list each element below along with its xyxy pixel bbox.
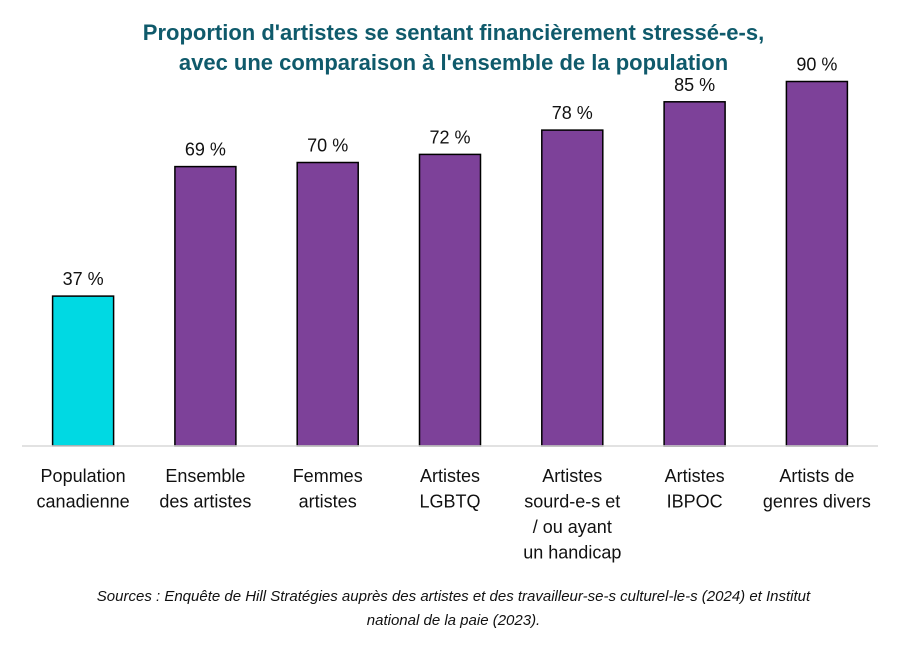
chart-title: Proportion d'artistes se sentant financi… <box>0 18 907 78</box>
source-line-2: national de la paie (2023). <box>366 612 541 629</box>
chart-title-line-1: Proportion d'artistes se sentant financi… <box>142 20 765 45</box>
bar-5 <box>541 129 604 447</box>
value-label-6: 85 % <box>674 75 715 95</box>
category-label-4: Artistes LGBTQ <box>419 466 480 512</box>
bar-3 <box>296 161 359 447</box>
chart-source: Sources : Enquête de Hill Stratégies aup… <box>20 585 887 633</box>
category-label-3: Femmes artistes <box>293 466 363 512</box>
value-label-1: 37 % <box>63 269 104 289</box>
value-label-4: 72 % <box>429 127 470 147</box>
value-label-3: 70 % <box>307 136 348 156</box>
category-label-5: Artistes sourd-e-s et / ou ayant un handica… <box>523 466 621 563</box>
category-label-6: Artistes IBPOC <box>665 466 725 512</box>
chart-title-line-2: avec une comparaison à l'ensemble de la … <box>178 50 729 75</box>
bar-7 <box>785 80 849 447</box>
bar-4 <box>418 153 482 447</box>
category-label-1: Population canadienne <box>37 466 130 512</box>
bar-1 <box>51 295 115 447</box>
source-line-1: Sources : Enquête de Hill Stratégies aup… <box>96 588 811 605</box>
category-label-7: Artists de genres divers <box>763 466 871 512</box>
bar-6 <box>663 101 726 447</box>
category-label-2: Ensemble des artistes <box>159 466 251 512</box>
plot-area: 37 % Population canadienne 69 % Ensemble des … <box>22 55 878 563</box>
bar-2 <box>174 165 237 447</box>
value-label-2: 69 % <box>185 140 226 160</box>
value-label-7: 90 % <box>796 55 837 75</box>
value-label-5: 78 % <box>552 103 593 123</box>
